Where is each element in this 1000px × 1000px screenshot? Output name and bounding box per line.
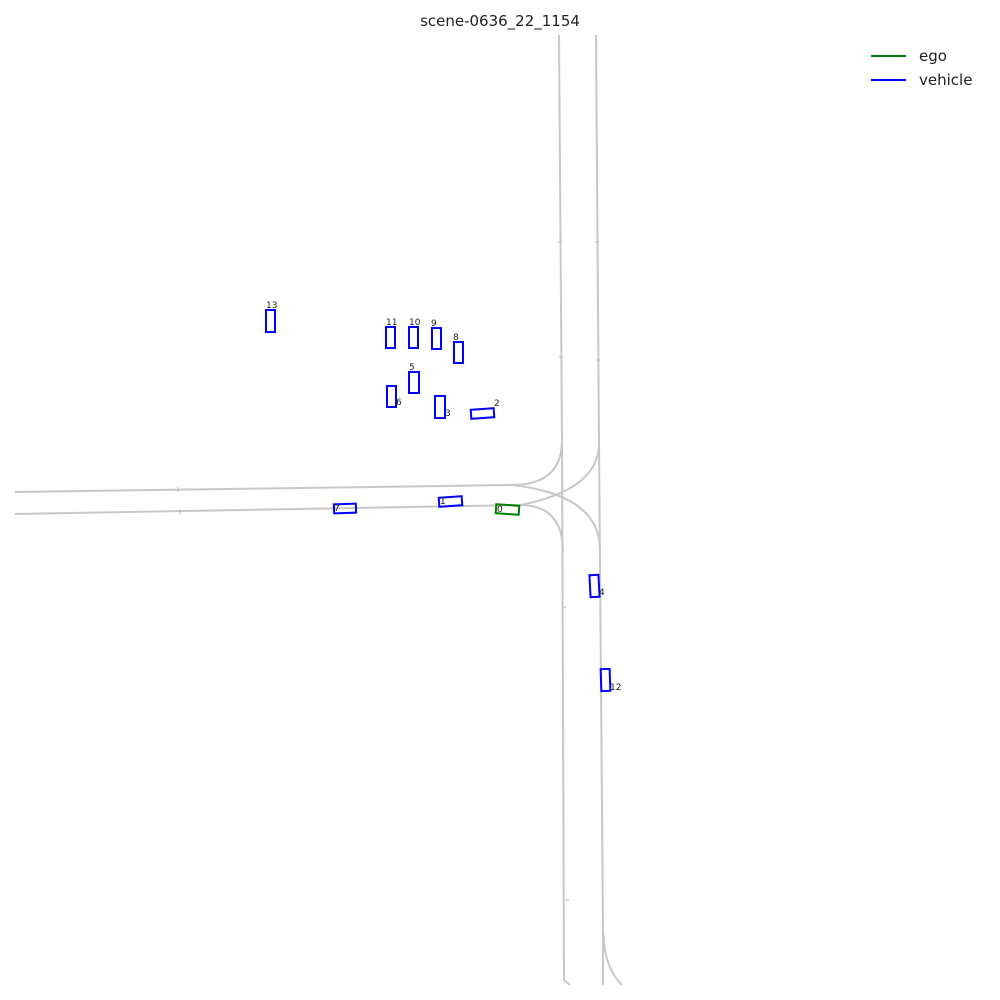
agent-label-5: 5 [409,363,415,373]
road-curve-left-bottom [519,504,564,553]
road-curve-bottom-right [602,929,623,986]
agent-box-13 [265,309,276,333]
agent-box-2 [469,407,496,420]
agent-box-5 [408,371,420,394]
road-curve-right-top [519,442,600,506]
scene-title: scene-0636_22_1154 [420,12,580,31]
agent-label-2: 2 [494,399,500,409]
agent-label-0: 0 [497,505,503,515]
agent-label-7: 7 [334,504,340,514]
road-vertical-left [558,34,571,986]
agent-box-9 [431,327,442,350]
agent-label-10: 10 [409,318,421,328]
agent-box-6 [386,385,397,408]
road-horizontal-lower [14,504,521,515]
road-network [14,34,623,986]
agent-label-8: 8 [453,333,459,343]
agent-label-12: 12 [610,683,621,693]
agent-box-1 [437,495,464,508]
agent-label-3: 3 [445,409,451,419]
agent-label-1: 1 [440,497,446,507]
agent-label-6: 6 [396,398,402,408]
agent-box-8 [453,341,464,364]
agent-box-4 [588,573,601,599]
agent-label-11: 11 [386,318,397,328]
road-vertical-right [595,34,604,985]
road-horizontal-upper [14,484,513,493]
agent-label-13: 13 [266,301,277,311]
road-curve-right-bottom [511,484,601,551]
agent-box-12 [599,667,612,693]
road-curve-left-top [511,439,563,486]
agent-label-9: 9 [431,319,437,329]
agent-box-7 [332,502,358,515]
agent-box-10 [408,326,419,349]
legend: ego vehicle [871,47,972,89]
agent-box-0 [494,503,521,516]
agent-label-4: 4 [599,588,605,598]
legend-ego-label: ego [919,47,947,65]
agents: 0 1 2 3 4 5 6 7 8 9 10 11 [265,301,621,693]
agent-box-3 [434,395,446,419]
agent-box-11 [385,326,396,349]
legend-vehicle-label: vehicle [919,71,972,89]
